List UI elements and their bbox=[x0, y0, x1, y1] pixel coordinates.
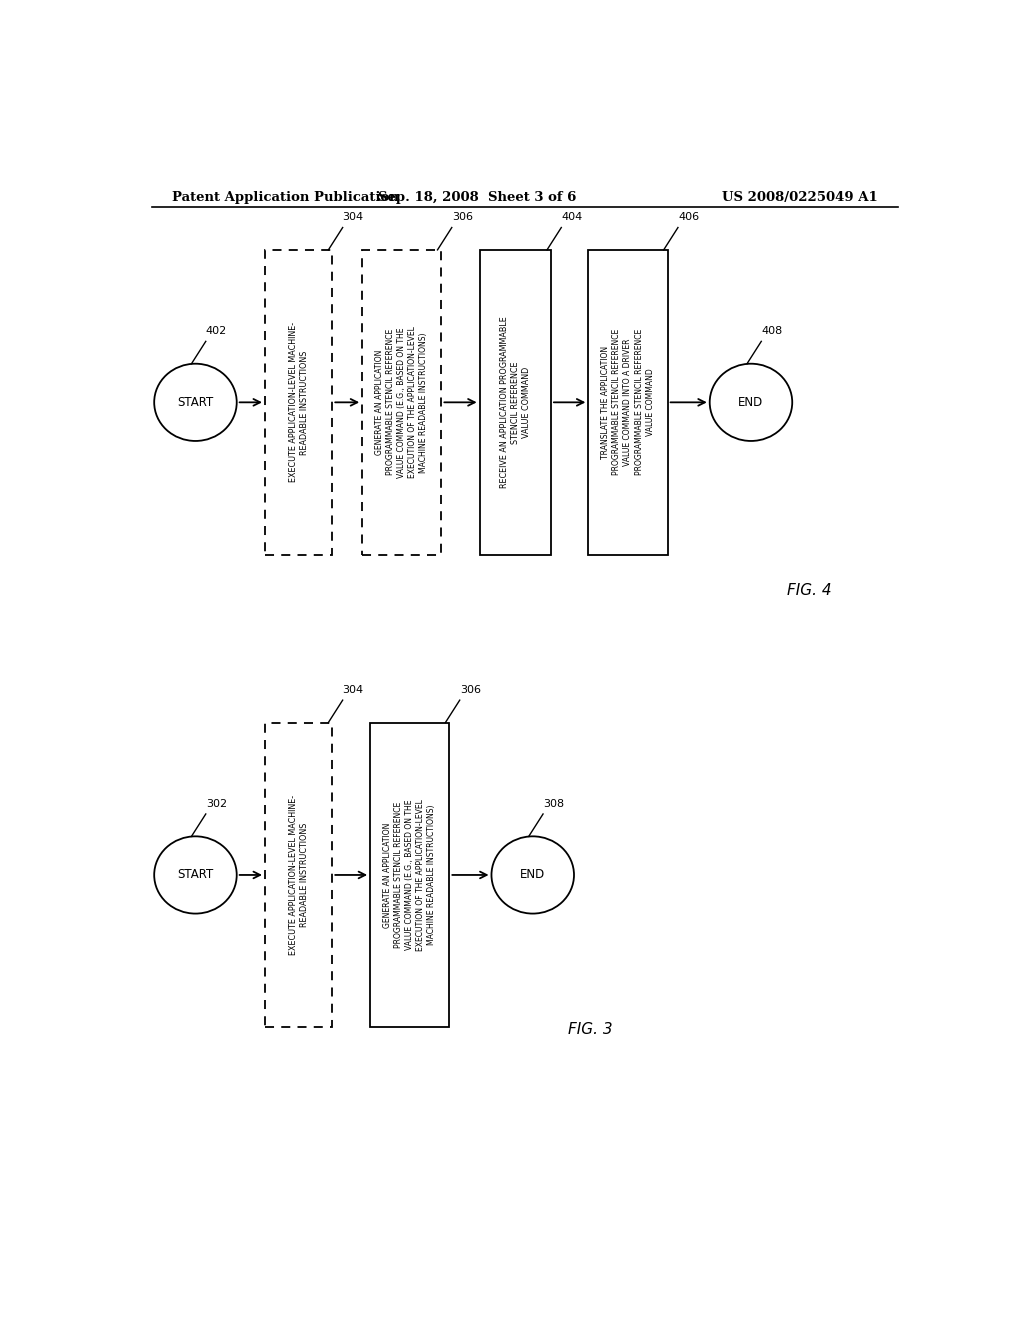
Text: START: START bbox=[177, 396, 214, 409]
Text: END: END bbox=[520, 869, 546, 882]
Text: TRANSLATE THE APPLICATION
PROGRAMMABLE STENCIL REFERENCE
VALUE COMMAND INTO A DR: TRANSLATE THE APPLICATION PROGRAMMABLE S… bbox=[601, 329, 654, 475]
Text: US 2008/0225049 A1: US 2008/0225049 A1 bbox=[722, 190, 878, 203]
Text: 302: 302 bbox=[206, 799, 227, 809]
Text: EXECUTE APPLICATION-LEVEL MACHINE-
READABLE INSTRUCTIONS: EXECUTE APPLICATION-LEVEL MACHINE- READA… bbox=[289, 322, 308, 482]
Text: 408: 408 bbox=[761, 326, 782, 337]
Text: START: START bbox=[177, 869, 214, 882]
Text: END: END bbox=[738, 396, 764, 409]
Bar bbox=[265, 249, 333, 554]
Bar bbox=[479, 249, 551, 554]
Bar bbox=[265, 722, 333, 1027]
Text: Sep. 18, 2008  Sheet 3 of 6: Sep. 18, 2008 Sheet 3 of 6 bbox=[378, 190, 577, 203]
Text: 306: 306 bbox=[452, 213, 473, 223]
Text: 406: 406 bbox=[678, 213, 699, 223]
Bar bbox=[362, 249, 441, 554]
Text: FIG. 3: FIG. 3 bbox=[568, 1022, 613, 1038]
Bar bbox=[370, 722, 450, 1027]
Text: RECEIVE AN APPLICATION PROGRAMMABLE
STENCIL REFERENCE
VALUE COMMAND: RECEIVE AN APPLICATION PROGRAMMABLE STEN… bbox=[500, 317, 530, 488]
Bar bbox=[588, 249, 668, 554]
Text: GENERATE AN APPLICATION
PROGRAMMABLE STENCIL REFERENCE
VALUE COMMAND (E.G., BASE: GENERATE AN APPLICATION PROGRAMMABLE STE… bbox=[383, 799, 436, 950]
Text: 402: 402 bbox=[206, 326, 227, 337]
Text: 308: 308 bbox=[543, 799, 564, 809]
Text: 404: 404 bbox=[561, 213, 583, 223]
Text: Patent Application Publication: Patent Application Publication bbox=[172, 190, 398, 203]
Text: FIG. 4: FIG. 4 bbox=[786, 583, 831, 598]
Text: 304: 304 bbox=[343, 213, 364, 223]
Text: 306: 306 bbox=[460, 685, 480, 696]
Text: 304: 304 bbox=[343, 685, 364, 696]
Text: GENERATE AN APPLICATION
PROGRAMMABLE STENCIL REFERENCE
VALUE COMMAND (E.G., BASE: GENERATE AN APPLICATION PROGRAMMABLE STE… bbox=[375, 326, 428, 478]
Text: EXECUTE APPLICATION-LEVEL MACHINE-
READABLE INSTRUCTIONS: EXECUTE APPLICATION-LEVEL MACHINE- READA… bbox=[289, 795, 308, 956]
